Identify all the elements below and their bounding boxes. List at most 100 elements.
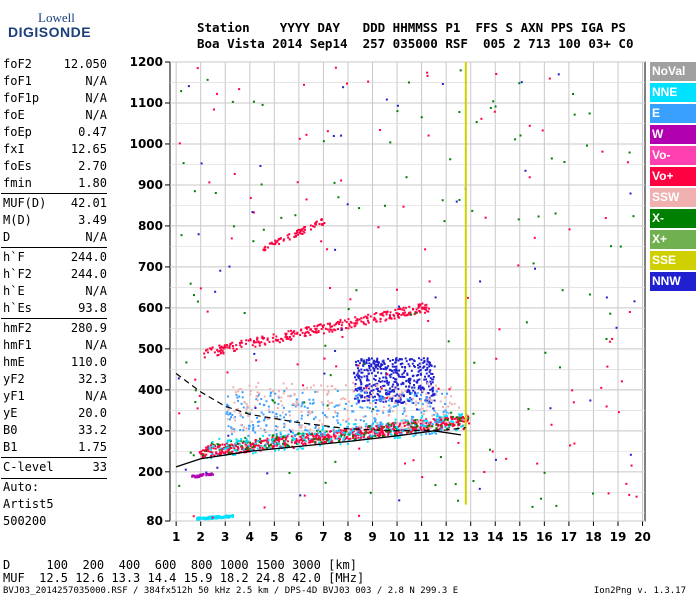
data-point: [451, 415, 454, 418]
data-point: [396, 110, 399, 113]
data-point: [403, 375, 406, 378]
data-point: [432, 375, 435, 378]
data-point: [393, 426, 396, 429]
data-point: [554, 212, 557, 215]
data-point: [422, 361, 425, 364]
data-point: [387, 430, 390, 433]
data-point: [409, 311, 412, 314]
data-point: [381, 410, 384, 413]
data-point: [320, 384, 323, 387]
data-point: [457, 421, 460, 424]
data-point: [261, 446, 264, 449]
data-point: [544, 351, 547, 354]
param-name: foF1: [3, 74, 32, 88]
data-point: [308, 412, 311, 415]
data-point: [239, 443, 242, 446]
data-point: [389, 410, 392, 413]
data-point: [334, 411, 337, 414]
data-point: [277, 403, 280, 406]
data-point: [445, 417, 448, 420]
legend-nnw: NNW: [650, 272, 696, 291]
data-point: [252, 429, 255, 432]
data-point: [387, 424, 390, 427]
data-point: [388, 425, 391, 428]
data-point: [240, 341, 243, 344]
data-point: [358, 318, 361, 321]
data-point: [385, 311, 388, 314]
data-point: [427, 310, 430, 313]
data-point: [333, 432, 336, 435]
param-row: hmF2 280.9: [1, 320, 107, 337]
legend-noval: NoVal: [650, 62, 696, 81]
data-point: [263, 439, 266, 442]
data-point: [425, 422, 428, 425]
data-point: [358, 447, 361, 450]
data-point: [268, 340, 271, 343]
data-point: [348, 323, 351, 326]
data-point: [430, 372, 433, 375]
data-point: [445, 422, 448, 425]
data-point: [395, 365, 398, 368]
data-point: [276, 338, 279, 341]
data-point: [310, 440, 313, 443]
data-point: [382, 433, 385, 436]
data-point: [573, 442, 576, 445]
param-value: 244.0: [70, 250, 107, 264]
data-point: [475, 121, 478, 124]
data-point: [364, 431, 367, 434]
data-point: [364, 425, 367, 428]
data-point: [231, 427, 234, 430]
data-point: [393, 369, 396, 372]
data-point: [367, 80, 370, 83]
data-point: [360, 396, 363, 399]
data-point: [438, 427, 441, 430]
data-point: [389, 314, 392, 317]
data-point: [299, 425, 302, 428]
data-point: [264, 343, 267, 346]
data-point: [366, 379, 369, 382]
data-point: [189, 451, 192, 454]
data-point: [313, 438, 316, 441]
data-point: [392, 388, 395, 391]
data-point: [249, 445, 252, 448]
data-point: [365, 396, 368, 399]
data-point: [387, 399, 390, 402]
data-point: [206, 446, 209, 449]
data-point: [219, 349, 222, 352]
data-point: [250, 420, 253, 423]
data-point: [449, 158, 452, 161]
data-point: [216, 443, 219, 446]
data-point: [319, 439, 322, 442]
data-point: [367, 432, 370, 435]
data-point: [323, 388, 326, 391]
data-point: [431, 414, 434, 417]
data-point: [435, 418, 438, 421]
data-point: [402, 382, 405, 385]
data-point: [301, 331, 304, 334]
data-point: [458, 418, 461, 421]
data-point: [352, 410, 355, 413]
data-point: [202, 516, 205, 519]
data-point: [415, 428, 418, 431]
data-point: [231, 514, 234, 517]
data-point: [375, 399, 378, 402]
data-point: [366, 375, 369, 378]
data-point: [230, 446, 233, 449]
data-point: [278, 437, 281, 440]
data-point: [354, 360, 357, 363]
data-point: [252, 211, 255, 214]
data-point: [369, 393, 372, 396]
data-point: [440, 420, 443, 423]
data-point: [388, 387, 391, 390]
data-point: [423, 422, 426, 425]
data-point: [344, 438, 347, 441]
data-point: [380, 372, 383, 375]
data-point: [373, 362, 376, 365]
data-point: [294, 234, 297, 237]
data-point: [314, 327, 317, 330]
data-point: [251, 211, 254, 214]
data-point: [303, 231, 306, 234]
data-point: [368, 367, 371, 370]
data-point: [233, 401, 236, 404]
data-point: [384, 400, 387, 403]
